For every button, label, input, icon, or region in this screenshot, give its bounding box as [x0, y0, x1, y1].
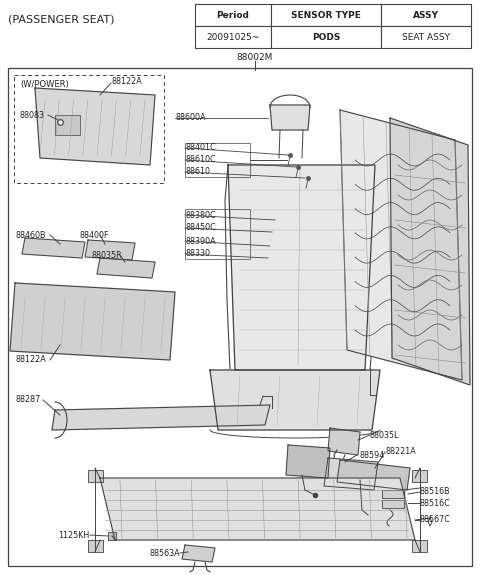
Text: 88516C: 88516C — [420, 499, 451, 508]
Bar — [8, 68, 472, 566]
Text: 88035L: 88035L — [370, 431, 399, 439]
Text: 88122A: 88122A — [112, 78, 143, 86]
Text: 88610: 88610 — [185, 167, 210, 177]
Text: SEAT ASSY: SEAT ASSY — [402, 33, 450, 41]
Bar — [88, 540, 103, 552]
Text: 88122A: 88122A — [15, 355, 46, 365]
Bar — [381, 4, 471, 26]
Polygon shape — [35, 88, 155, 165]
Polygon shape — [52, 405, 270, 430]
Text: 88567C: 88567C — [420, 516, 451, 524]
Text: 88401C: 88401C — [185, 144, 216, 152]
Bar — [195, 26, 271, 48]
Text: 88330: 88330 — [185, 250, 210, 259]
Text: 88400F: 88400F — [80, 231, 109, 240]
Polygon shape — [324, 458, 378, 490]
Polygon shape — [390, 118, 470, 385]
Bar — [108, 532, 116, 540]
Text: Period: Period — [216, 10, 250, 20]
Text: 20091025~: 20091025~ — [206, 33, 260, 41]
Text: 1125KH: 1125KH — [58, 531, 89, 539]
Polygon shape — [85, 240, 135, 260]
Polygon shape — [210, 370, 380, 430]
Bar — [271, 26, 381, 48]
Bar — [185, 143, 250, 177]
Polygon shape — [270, 105, 310, 130]
Text: 88390A: 88390A — [185, 236, 216, 246]
Polygon shape — [286, 445, 330, 478]
Bar — [55, 115, 80, 135]
Text: 88516B: 88516B — [420, 488, 451, 496]
Bar — [412, 470, 427, 482]
Bar — [382, 490, 404, 498]
Polygon shape — [97, 258, 155, 278]
Polygon shape — [340, 110, 462, 380]
Text: SENSOR TYPE: SENSOR TYPE — [291, 10, 361, 20]
Polygon shape — [100, 478, 415, 540]
Bar — [271, 4, 381, 26]
Bar — [88, 470, 103, 482]
Text: 88035R: 88035R — [92, 251, 122, 259]
Text: 88380C: 88380C — [185, 210, 216, 220]
Text: ASSY: ASSY — [413, 10, 439, 20]
Text: 88002M: 88002M — [237, 53, 273, 63]
Bar — [14, 75, 164, 183]
Text: 88221A: 88221A — [385, 447, 416, 457]
Polygon shape — [182, 545, 215, 562]
Text: (PASSENGER SEAT): (PASSENGER SEAT) — [8, 14, 115, 24]
Text: 88610C: 88610C — [185, 155, 216, 164]
Polygon shape — [228, 165, 375, 370]
Text: 88083: 88083 — [20, 110, 45, 120]
Text: PODS: PODS — [312, 33, 340, 41]
Bar — [381, 26, 471, 48]
Bar — [185, 209, 250, 259]
Text: 88460B: 88460B — [15, 231, 46, 240]
Bar — [195, 4, 271, 26]
Text: (W/POWER): (W/POWER) — [20, 79, 69, 89]
Bar — [412, 540, 427, 552]
Text: 88287: 88287 — [15, 396, 40, 404]
Polygon shape — [328, 428, 360, 455]
Text: 88563A: 88563A — [150, 549, 180, 558]
Text: 88600A: 88600A — [175, 113, 205, 122]
Text: 88450C: 88450C — [185, 224, 216, 232]
Polygon shape — [337, 460, 410, 490]
Polygon shape — [22, 238, 85, 258]
Text: 88594: 88594 — [360, 450, 385, 459]
Polygon shape — [10, 283, 175, 360]
Bar — [382, 500, 404, 508]
